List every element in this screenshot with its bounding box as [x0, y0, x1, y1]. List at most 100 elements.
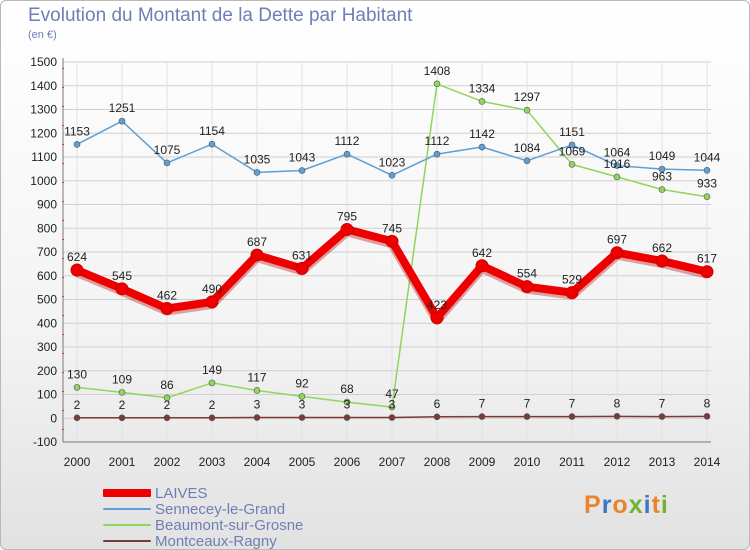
y-tick-label: 900	[37, 198, 57, 212]
data-point	[115, 282, 129, 296]
data-label: 109	[112, 372, 132, 386]
data-point	[163, 394, 171, 402]
legend-swatch	[103, 489, 151, 497]
data-label: 7	[569, 397, 576, 411]
x-tick-label: 2009	[469, 455, 496, 469]
y-tick-label: 1000	[30, 174, 57, 188]
data-point	[208, 379, 216, 387]
data-point	[295, 261, 309, 275]
data-point	[703, 193, 711, 200]
x-tick-label: 2004	[244, 455, 271, 469]
data-point	[613, 413, 621, 420]
axis-marker	[62, 258, 64, 259]
chart-grid	[63, 61, 711, 443]
data-point	[298, 167, 306, 174]
y-tick-label: 800	[37, 221, 57, 235]
data-point	[568, 413, 576, 420]
data-label: 1112	[425, 134, 450, 148]
data-point	[433, 413, 441, 421]
x-tick-label: 2014	[694, 455, 721, 469]
data-point	[298, 393, 306, 400]
data-point	[658, 413, 666, 420]
data-point	[250, 248, 264, 262]
data-label: 1064	[604, 146, 631, 160]
axis-marker	[62, 372, 64, 373]
data-label: 490	[202, 282, 222, 296]
data-point	[430, 311, 444, 325]
data-point	[433, 80, 441, 88]
data-label: 92	[295, 376, 309, 390]
chart-unit: (en €)	[28, 29, 57, 41]
data-label: 1408	[424, 64, 451, 78]
data-label: 68	[340, 382, 354, 396]
data-label: 149	[202, 363, 222, 377]
x-tick-label: 2012	[604, 455, 631, 469]
legend-item: Beaumont-sur-Grosne	[103, 517, 303, 534]
data-label: 3	[299, 398, 306, 412]
data-label: 545	[112, 269, 132, 283]
data-label: 624	[67, 250, 87, 264]
axis-marker	[62, 239, 64, 240]
data-point	[205, 295, 219, 309]
chart-title: Evolution du Montant de la Dette par Hab…	[28, 5, 413, 26]
data-label: 1016	[604, 157, 631, 171]
axis-marker	[62, 220, 64, 221]
data-point	[613, 162, 621, 169]
x-tick-label: 2005	[289, 455, 316, 469]
data-label: 1153	[64, 124, 90, 138]
y-tick-label: 0	[50, 411, 57, 425]
data-point	[343, 398, 351, 406]
data-label: 1069	[559, 144, 586, 158]
x-tick-label: 2011	[559, 455, 585, 469]
data-point	[343, 150, 351, 158]
axis-marker	[62, 68, 64, 69]
data-label: 529	[562, 273, 582, 287]
data-point	[478, 143, 486, 151]
axis-marker	[62, 429, 64, 430]
y-tick-label: 100	[37, 388, 57, 402]
x-tick-label: 2006	[334, 455, 361, 469]
axis-marker	[62, 163, 64, 164]
x-tick-label: 2000	[64, 455, 91, 469]
data-label: 745	[382, 221, 402, 235]
x-tick-label: 2007	[379, 455, 406, 469]
x-tick-label: 2013	[649, 455, 676, 469]
x-tick-label: 2003	[199, 455, 226, 469]
data-label: 86	[160, 378, 174, 392]
data-label: 3	[344, 398, 351, 412]
data-label: 2	[209, 398, 216, 412]
data-label: 1043	[289, 151, 316, 165]
chart-data-labels: 2 2 2 2 3 3 3 3 6 7 7 7 8 7 8 130 109 86 149 117 92 68 47 1408 1…	[64, 64, 721, 412]
data-label: 1112	[335, 134, 360, 148]
data-label: 1035	[244, 152, 271, 166]
data-label: 3	[254, 398, 261, 412]
axis-marker	[62, 144, 64, 145]
x-tick-label: 2010	[514, 455, 541, 469]
data-point	[658, 186, 666, 193]
data-label: 1154	[199, 124, 225, 138]
y-tick-label: 1200	[30, 126, 57, 140]
data-point	[703, 413, 711, 420]
axis-marker	[62, 201, 64, 202]
data-label: 8	[704, 396, 711, 410]
y-tick-label: 400	[37, 316, 57, 330]
data-label: 7	[524, 397, 531, 411]
data-label: 2	[164, 398, 171, 412]
data-point	[343, 414, 351, 421]
data-label: 963	[652, 170, 672, 184]
data-point	[253, 169, 261, 176]
data-label: 1251	[109, 101, 136, 115]
data-label: 462	[157, 289, 177, 303]
chart-series	[70, 80, 714, 422]
data-label: 1023	[379, 155, 406, 169]
data-label: 7	[659, 397, 666, 411]
data-label: 662	[652, 241, 672, 255]
data-label: 631	[292, 248, 312, 262]
data-point	[298, 414, 306, 421]
data-point	[118, 117, 126, 125]
x-tick-label: 2001	[109, 455, 136, 469]
data-label: 3	[389, 398, 396, 412]
data-point	[568, 161, 576, 168]
